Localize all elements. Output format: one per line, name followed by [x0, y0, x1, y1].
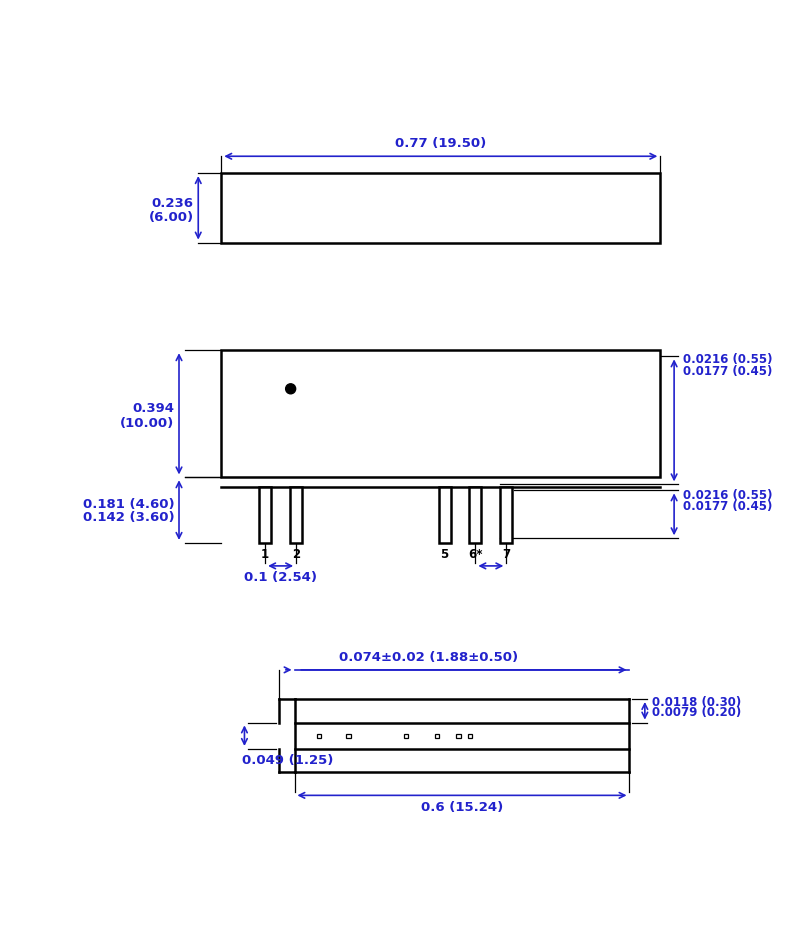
Text: (6.00): (6.00) [149, 210, 194, 223]
Circle shape [286, 384, 296, 393]
Text: 0.6 (15.24): 0.6 (15.24) [421, 801, 503, 814]
Text: 5: 5 [441, 548, 449, 561]
Text: 7: 7 [502, 548, 510, 561]
Text: 1: 1 [261, 548, 270, 561]
Bar [456, 734, 461, 737]
Text: 0.181 (4.60): 0.181 (4.60) [82, 498, 174, 512]
Text: 0.0118 (0.30): 0.0118 (0.30) [652, 696, 741, 709]
Text: 0.394: 0.394 [132, 402, 174, 415]
Text: 0.049 (1.25): 0.049 (1.25) [242, 754, 334, 767]
Bar [290, 487, 302, 543]
Bar [317, 734, 322, 737]
Text: 0.1 (2.54): 0.1 (2.54) [244, 571, 317, 584]
Text: 2: 2 [292, 548, 300, 561]
Bar [470, 487, 482, 543]
Bar [222, 173, 660, 243]
Text: 0.0216 (0.55): 0.0216 (0.55) [683, 488, 773, 501]
Text: 0.0177 (0.45): 0.0177 (0.45) [683, 365, 773, 378]
Text: 0.074±0.02 (1.88±0.50): 0.074±0.02 (1.88±0.50) [339, 651, 518, 664]
Bar [438, 487, 450, 543]
Text: (10.00): (10.00) [120, 417, 174, 430]
Text: 0.142 (3.60): 0.142 (3.60) [82, 512, 174, 525]
Bar [346, 734, 350, 737]
Text: 6*: 6* [468, 548, 482, 561]
Bar [259, 487, 271, 543]
Bar [468, 734, 472, 737]
Bar [404, 734, 408, 737]
Bar [435, 734, 439, 737]
Text: 0.0177 (0.45): 0.0177 (0.45) [683, 500, 773, 513]
Text: 0.0216 (0.55): 0.0216 (0.55) [683, 353, 773, 366]
Bar [500, 487, 512, 543]
Text: 0.0079 (0.20): 0.0079 (0.20) [652, 707, 741, 720]
Text: 0.236: 0.236 [152, 197, 194, 210]
Bar [222, 351, 660, 477]
Text: 0.77 (19.50): 0.77 (19.50) [395, 137, 486, 150]
